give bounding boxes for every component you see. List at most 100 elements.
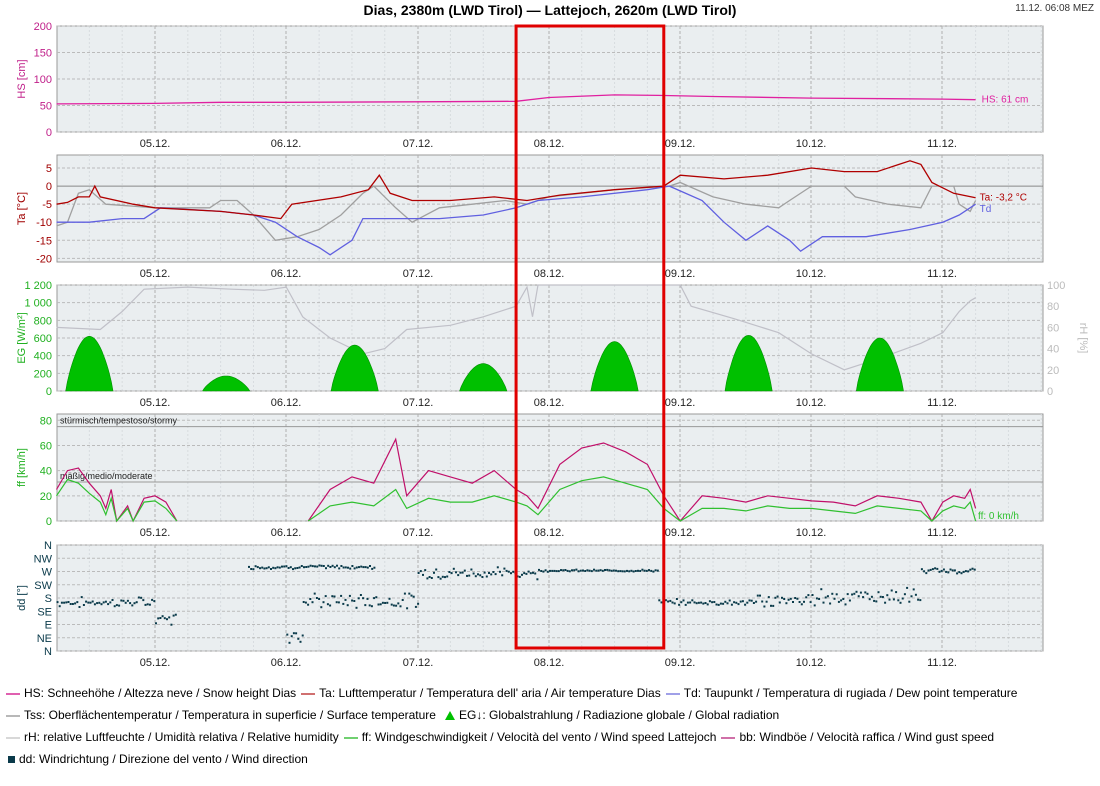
x-tick-label: 10.12.: [796, 268, 827, 280]
dd-point: [798, 601, 801, 603]
dd-point: [353, 567, 356, 570]
dd-point: [346, 604, 349, 607]
dd-point: [967, 570, 970, 573]
dd-point: [91, 600, 94, 603]
dd-point: [426, 577, 429, 580]
y-tick-label: 50: [40, 101, 52, 113]
dd-point: [439, 577, 442, 580]
dd-point: [288, 641, 291, 644]
dd-point: [752, 602, 755, 604]
dd-point: [555, 570, 558, 573]
dd-point: [56, 601, 59, 604]
dd-point: [377, 603, 380, 606]
dd-point: [851, 593, 854, 596]
dd-point: [80, 596, 83, 599]
dd-point: [844, 603, 847, 606]
dd-point: [512, 570, 515, 573]
dd-point: [735, 601, 738, 604]
dd-point: [507, 570, 510, 573]
dd-point: [673, 602, 676, 605]
dd-point: [971, 567, 974, 570]
dd-point: [953, 569, 956, 572]
dd-point: [886, 594, 889, 597]
dd-point: [881, 596, 884, 598]
dd-point: [826, 595, 829, 598]
dd-point: [331, 595, 334, 598]
dd-point: [542, 570, 545, 573]
dd-point: [342, 602, 345, 605]
dd-point: [281, 565, 283, 568]
y-tick-label: 0: [46, 386, 52, 398]
x-tick-label: 10.12.: [796, 138, 827, 150]
y-tick-label: 400: [34, 351, 52, 363]
dd-point: [299, 640, 302, 643]
dd-point: [837, 600, 840, 603]
dd-point: [457, 574, 460, 577]
chart-canvas: 05.12. 06.12. 07.12. 08.12. 09.12. 10.12. 11.1…: [16, 21, 1089, 669]
dd-point: [623, 570, 626, 573]
dd-point: [873, 599, 876, 602]
dd-point: [351, 565, 354, 567]
dd-point: [455, 571, 457, 574]
dd-point: [441, 575, 444, 578]
dd-point: [302, 601, 305, 603]
dd-point: [682, 599, 685, 602]
dd-point: [140, 596, 143, 599]
dd-point: [479, 574, 482, 577]
dd-point: [327, 564, 330, 567]
legend-area-icon: [444, 711, 455, 721]
dd-point: [265, 567, 268, 570]
x-tick-label: 06.12.: [271, 138, 302, 150]
dd-point: [824, 596, 827, 599]
dd-point: [419, 570, 422, 573]
dd-point: [263, 567, 266, 570]
dd-point: [776, 595, 779, 598]
dd-point: [917, 598, 920, 601]
legend: HS: Schneehöhe / Altezza neve / Snow hei…: [6, 682, 1022, 770]
dd-point: [783, 598, 786, 600]
dd-point: [98, 601, 101, 604]
x-tick-label: 11.12.: [927, 657, 957, 669]
dd-point: [472, 572, 475, 575]
dd-point: [831, 592, 834, 595]
dd-point: [931, 568, 934, 571]
x-tick-label: 06.12.: [271, 657, 302, 669]
dd-point: [945, 570, 948, 573]
dd-point: [71, 603, 74, 605]
highlight-box: [514, 24, 666, 650]
dd-point: [884, 601, 887, 604]
dd-point: [840, 599, 843, 602]
dd-point: [501, 574, 504, 577]
dd-point: [155, 622, 157, 625]
dd-point: [903, 593, 906, 596]
legend-line-icon: [343, 736, 358, 739]
dd-point: [63, 601, 66, 604]
dd-point: [579, 569, 582, 572]
dd-point: [612, 569, 615, 572]
legend-line-icon: [301, 692, 316, 695]
dd-point: [58, 605, 61, 608]
timestamp: 11.12. 06:08 MEZ: [1015, 3, 1094, 14]
dd-point: [124, 601, 127, 604]
dd-point: [929, 568, 932, 571]
y2-tick-label: 60: [1047, 322, 1059, 334]
dd-point: [111, 599, 114, 601]
dd-point: [146, 603, 149, 606]
eg-radiation-area: [65, 335, 114, 392]
x-tick-label: 09.12.: [665, 657, 696, 669]
dd-point: [767, 596, 770, 599]
dd-point: [494, 573, 497, 576]
dd-point: [654, 569, 657, 572]
ta-series-line: [56, 160, 976, 220]
dd-point: [329, 604, 332, 607]
dd-point: [573, 569, 576, 572]
dd-point: [89, 601, 92, 604]
dd-point: [724, 600, 727, 603]
x-tick-label: 10.12.: [796, 397, 827, 409]
x-tick-label: 06.12.: [271, 397, 302, 409]
dd-point: [307, 603, 310, 606]
dd-point: [157, 617, 160, 620]
dd-point: [329, 566, 332, 568]
dd-point: [384, 602, 387, 604]
dd-point: [962, 570, 965, 573]
